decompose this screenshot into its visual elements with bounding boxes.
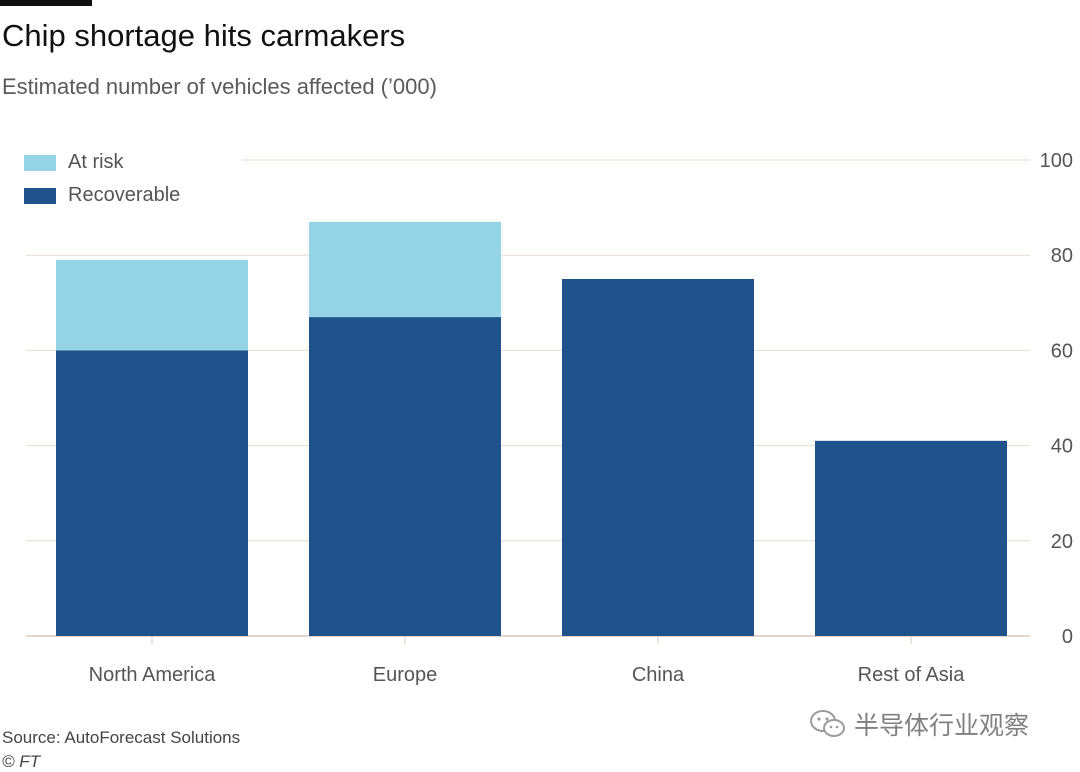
ft-credit: © FT <box>2 752 41 771</box>
wechat-watermark: 半导体行业观察 <box>808 706 1029 742</box>
x-category-label: Europe <box>373 664 438 686</box>
y-tick-label: 100 <box>1040 150 1073 172</box>
legend-item-at-risk: At risk <box>24 146 180 179</box>
bar-recoverable <box>309 317 501 636</box>
legend-label-at-risk: At risk <box>68 151 124 173</box>
legend-label-recoverable: Recoverable <box>68 184 181 206</box>
x-category-label: China <box>632 664 685 686</box>
y-tick-label: 20 <box>1051 531 1073 553</box>
watermark-text: 半导体行业观察 <box>854 711 1030 740</box>
x-category-label: North America <box>89 664 217 686</box>
y-tick-label: 80 <box>1051 245 1073 267</box>
chart-title: Chip shortage hits carmakers <box>2 18 406 53</box>
chart-subtitle: Estimated number of vehicles affected (’… <box>2 74 437 99</box>
y-tick-label: 60 <box>1051 340 1073 362</box>
bar-recoverable <box>815 440 1007 636</box>
legend-swatch-recoverable <box>24 187 56 204</box>
bar-at-risk <box>309 221 501 318</box>
top-accent-bar <box>0 0 92 6</box>
source-note: Source: AutoForecast Solutions <box>2 728 241 747</box>
chart-canvas: 0 20 40 60 80 100 North America Europe China Rest… <box>26 150 1073 686</box>
chart-legend: At risk Recoverable <box>24 146 180 212</box>
legend-item-recoverable: Recoverable <box>24 179 180 212</box>
x-category-label: Rest of Asia <box>858 664 966 686</box>
wechat-icon <box>810 710 845 737</box>
bar-recoverable <box>562 279 754 636</box>
y-tick-label: 40 <box>1051 436 1073 458</box>
legend-swatch-at-risk <box>24 154 56 171</box>
bar-recoverable <box>56 350 248 636</box>
y-tick-label: 0 <box>1062 626 1073 648</box>
bar-at-risk <box>56 259 248 351</box>
